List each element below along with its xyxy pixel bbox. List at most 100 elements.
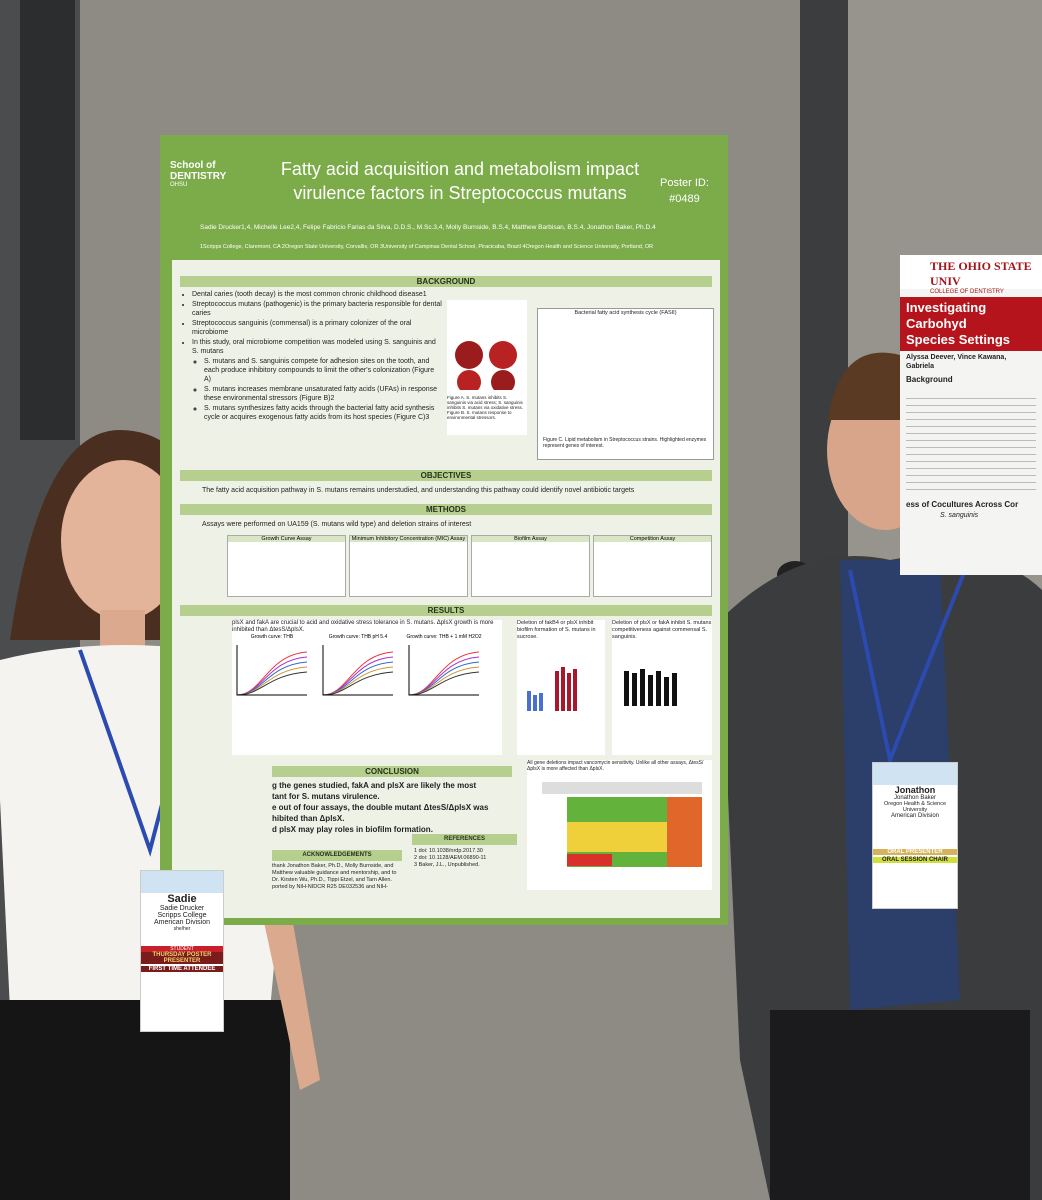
conclusion-line: d plsX may play roles in biofilm formati…	[272, 825, 433, 834]
side-authors: Alyssa Deever, Vince Kawana, Gabriela	[906, 354, 1007, 370]
section-heading: RESULTS	[180, 605, 712, 616]
bullet: Streptococcus mutans (pathogenic) is the…	[192, 300, 442, 318]
assay-box: Minimum Inhibitory Concentration (MIC) A…	[349, 535, 468, 597]
ribbon: FIRST TIME ATTENDEE	[141, 966, 223, 972]
heatmap	[542, 782, 702, 867]
assay-title: Growth Curve Assay	[228, 536, 345, 542]
section-heading: BACKGROUND	[180, 276, 712, 287]
conclusion-line: hibited than ΔplsX.	[272, 814, 345, 823]
section-heading: OBJECTIVES	[180, 470, 712, 481]
bar-art	[527, 667, 577, 711]
ribbon: STUDENT	[141, 946, 223, 952]
reference: 3 Baker, J.L., Unpublished.	[414, 862, 480, 868]
section-heading: REFERENCES	[412, 834, 517, 845]
side-poster: THE OHIO STATE UNIV COLLEGE OF DENTISTRY…	[900, 255, 1042, 575]
conclusion-line: tant for S. mutans virulence.	[272, 792, 380, 801]
curve-art	[236, 645, 308, 696]
curve-title: Growth curve: THB pH 5.4	[328, 634, 388, 640]
school: School of DENTISTRY	[170, 160, 227, 182]
ohsu: OHSU	[170, 182, 188, 188]
curve-art	[408, 645, 480, 696]
badge-name: Jonathon Baker	[893, 795, 937, 801]
assay-box: Growth Curve Assay	[227, 535, 346, 597]
caption: Figure C. Lipid metabolism in Streptococ…	[543, 437, 707, 449]
curve-title: Growth curve: THB + 1 mM H2O2	[406, 634, 482, 640]
authors: Sadie Drucker1,4, Michelle Lee2,4, Felip…	[200, 224, 656, 231]
bullet: S. mutans increases membrane unsaturated…	[204, 385, 442, 403]
bullet: S. mutans and S. sanguinis compete for a…	[204, 357, 442, 384]
section-heading: ACKNOWLEDGEMENTS	[272, 850, 402, 861]
lanyard	[848, 569, 967, 767]
title: Fatty acid acquisition and metabolism im…	[265, 157, 655, 205]
reference: 1 doi: 10.1038/nrdp.2017.30	[414, 848, 483, 854]
ribbon: ORAL PRESENTER	[873, 849, 957, 855]
figure-ab: Figure A. S. mutans inhibits S. sanguini…	[447, 300, 527, 435]
assay-box: Competition Assay	[593, 535, 712, 597]
college: COLLEGE OF DENTISTRY	[930, 289, 1004, 295]
result-panel: plsX and fakA are crucial to acid and ox…	[232, 620, 502, 755]
figure-c: Bacterial fatty acid synthesis cycle (FA…	[537, 308, 714, 460]
poster: School of DENTISTRY OHSU Fatty acid acqu…	[160, 135, 728, 925]
objectives: The fatty acid acquisition pathway in S.…	[202, 487, 635, 494]
frame	[20, 0, 75, 440]
references: 1 doi: 10.1038/nrdp.2017.30 2 doi: 10.112…	[414, 848, 519, 869]
section-heading: METHODS	[180, 504, 712, 515]
acknowledgements: thank Jonathon Baker, Ph.D., Molly Burns…	[272, 863, 397, 890]
methods: Assays were performed on UA159 (S. mutan…	[202, 521, 472, 528]
name-badge: Sadie Sadie Drucker Scripps College Amer…	[140, 870, 224, 1032]
caption: Figure B. S. mutans response to environm…	[447, 410, 512, 420]
face	[61, 460, 185, 620]
poster-id-value: #0489	[669, 193, 700, 205]
conclusion: g the genes studied, fakA and plsX are l…	[272, 780, 512, 835]
badge-pronoun: she/her	[173, 926, 191, 932]
assay-title: Competition Assay	[594, 536, 711, 542]
side-title-line: Investigating Carbohyd	[906, 300, 987, 331]
trousers	[770, 1010, 1030, 1200]
section-heading: CONCLUSION	[272, 766, 512, 777]
badge-org: Oregon Health & Science University	[883, 801, 947, 813]
badge-division: American Division	[153, 919, 211, 926]
mic-caption: All gene deletions impact vancomycin sen…	[527, 760, 704, 772]
bullet: Dental caries (tooth decay) is the most …	[192, 290, 442, 299]
badge-division: American Division	[890, 813, 939, 819]
affiliations: 1Scripps College, Claremont, CA 2Oregon …	[200, 244, 654, 250]
mic-panel: All gene deletions impact vancomycin sen…	[527, 760, 712, 890]
side-title-line: Species Settings	[906, 332, 1011, 347]
curve-art	[322, 645, 394, 696]
background-list: Dental caries (tooth decay) is the most …	[180, 290, 442, 423]
badge-first: Sadie	[167, 893, 197, 905]
badge-name: Sadie Drucker	[159, 905, 205, 912]
ribbon: ORAL SESSION CHAIR	[873, 857, 957, 863]
side-axis: S. sanguinis	[940, 512, 979, 519]
bar-art	[624, 669, 677, 706]
assay-box: Biofilm Assay	[471, 535, 590, 597]
assay-title: Minimum Inhibitory Concentration (MIC) A…	[350, 536, 467, 542]
name-badge: Jonathon Jonathon Baker Oregon Health & …	[872, 762, 958, 909]
result-title: Deletion of plsX or fakA inhibit S. muta…	[612, 620, 712, 640]
side-text	[906, 392, 1036, 492]
title-line: Fatty acid acquisition and metabolism im…	[280, 159, 640, 179]
side-subheading: ess of Cocultures Across Cor	[906, 500, 1019, 509]
side-title: Investigating Carbohyd Species Settings	[900, 297, 1042, 351]
assay-row: Growth Curve Assay Minimum Inhibitory Con…	[227, 535, 712, 597]
fasii-label: Bacterial fatty acid synthesis cycle (FA…	[574, 310, 677, 316]
result-panel: Deletion of plsX or fakA inhibit S. muta…	[612, 620, 712, 755]
bullet: In this study, oral microbiome competiti…	[192, 338, 442, 356]
title-line: virulence factors in Streptococcus mutan…	[293, 183, 627, 203]
result-title: Deletion of fakB4 or plsX inhibit biofil…	[517, 620, 596, 640]
bullet: S. mutans synthesizes fatty acids throug…	[204, 404, 442, 422]
conclusion-line: g the genes studied, fakA and plsX are l…	[272, 781, 477, 790]
badge-org: Scripps College	[157, 912, 207, 919]
badge-first: Jonathon	[894, 785, 936, 795]
curve-title: Growth curve: THB	[250, 634, 294, 640]
assay-title: Biofilm Assay	[472, 536, 589, 542]
growth-curves: Growth curve: THB Growth curve: THB pH 5.…	[232, 634, 502, 702]
side-heading: Background	[906, 375, 953, 384]
pants	[0, 1000, 290, 1200]
poster-body: BACKGROUND Dental caries (tooth decay) i…	[172, 260, 720, 918]
figure-art	[455, 341, 517, 394]
result-panel: Deletion of fakB4 or plsX inhibit biofil…	[517, 620, 605, 755]
bullet: Streptococcus sanguinis (commensal) is a…	[192, 319, 442, 337]
poster-id-label: Poster ID:	[660, 177, 709, 189]
